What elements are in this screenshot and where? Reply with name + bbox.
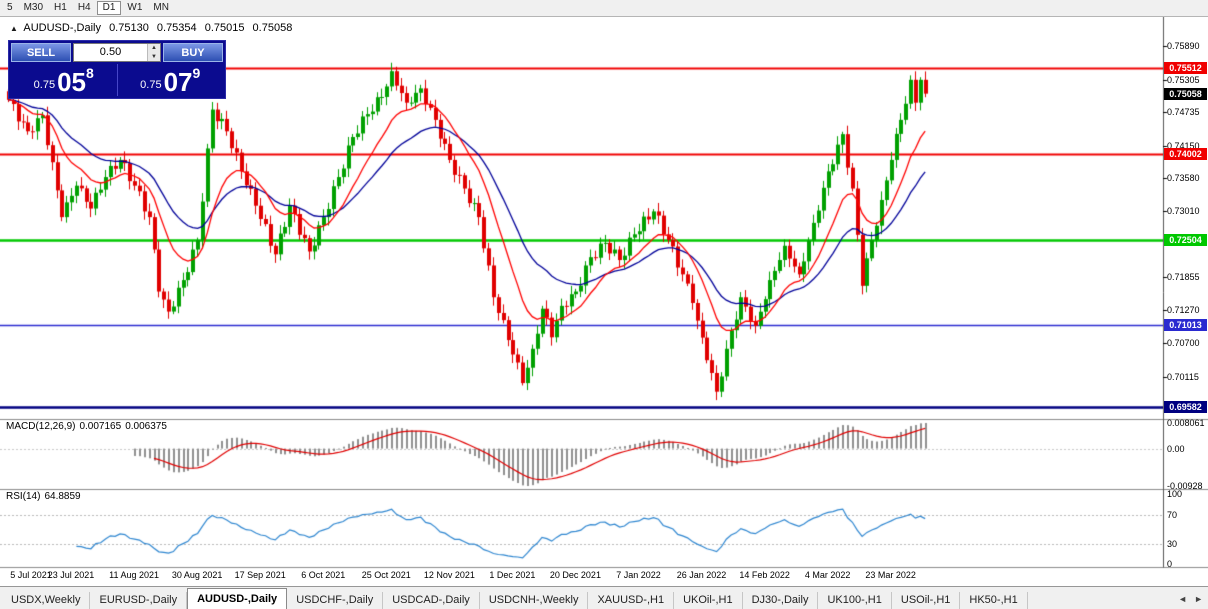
ohlc-open: 0.75130 [109, 22, 149, 34]
date-axis-label: 7 Jan 2022 [616, 570, 661, 580]
tab-usdcnh-weekly[interactable]: USDCNH-,Weekly [480, 592, 589, 609]
tab-scroll-controls: ◄ ► [1178, 594, 1203, 604]
macd-value-signal: 0.006375 [125, 421, 167, 432]
date-axis-label: 1 Dec 2021 [489, 570, 536, 580]
tab-usdx-weekly[interactable]: USDX,Weekly [2, 592, 91, 609]
price-axis-tick: 0.74150 [1167, 140, 1200, 151]
one-click-collapse-icon[interactable]: ▲ [10, 24, 18, 33]
date-axis-label: 17 Sep 2021 [234, 570, 286, 580]
price-level-badge: 0.71013 [1164, 319, 1207, 332]
tab-usoil-h1[interactable]: USOil-,H1 [892, 592, 961, 609]
price-level-badge: 0.72504 [1164, 233, 1207, 246]
timeframe-button-5[interactable]: 5 [7, 2, 13, 13]
macd-title: MACD(12,26,9) [6, 421, 76, 432]
price-axis-tick: 0.74735 [1167, 107, 1200, 118]
macd-scale-min: -0.00928 [1167, 481, 1203, 491]
tab-scroll-right-icon[interactable]: ► [1194, 594, 1203, 604]
price-axis-tick: 0.71270 [1167, 305, 1200, 316]
ohlc-close: 0.75058 [252, 22, 293, 34]
date-axis-label: 11 Aug 2021 [109, 570, 160, 580]
sell-button[interactable]: SELL [11, 43, 71, 62]
tab-audusd-daily[interactable]: AUDUSD-,Daily [187, 588, 288, 609]
date-axis-label: 20 Dec 2021 [549, 570, 601, 580]
chart-symbol-info: ▲ AUDUSD-,Daily 0.75130 0.75354 0.75015 … [10, 22, 297, 34]
tab-ukoil-h1[interactable]: UKOil-,H1 [674, 592, 743, 609]
buy-button[interactable]: BUY [163, 43, 223, 62]
price-level-badge: 0.74002 [1164, 148, 1207, 161]
volume-stepper: ▲ ▼ [147, 44, 160, 61]
price-axis-tick: 0.75890 [1167, 41, 1200, 52]
date-axis-label: 14 Feb 2022 [739, 570, 790, 580]
price-axis-tick: 0.73580 [1167, 173, 1200, 184]
date-axis-label: 23 Mar 2022 [865, 570, 916, 580]
current-price-badge: 0.75058 [1164, 87, 1207, 100]
ohlc-high: 0.75354 [156, 22, 197, 34]
tab-dj30-daily[interactable]: DJ30-,Daily [743, 592, 819, 609]
sell-price-sup: 8 [86, 65, 94, 81]
date-axis-label: 12 Nov 2021 [423, 570, 475, 580]
price-axis-tick: 0.70115 [1167, 371, 1199, 382]
chart-tab-bar: USDX,Weekly EURUSD-,Daily AUDUSD-,Daily USD… [0, 586, 1208, 609]
price-level-badge: 0.69582 [1164, 401, 1207, 413]
tab-xauusd-h1[interactable]: XAUUSD-,H1 [588, 592, 675, 609]
price-axis-tick: 0.71855 [1167, 271, 1200, 282]
ohlc-low: 0.75015 [204, 22, 245, 34]
timeframe-button-mn[interactable]: MN [153, 2, 169, 13]
timeframe-button-h4[interactable]: H4 [77, 2, 91, 13]
date-axis-label: 23 Jul 2021 [47, 570, 95, 580]
rsi-value: 64.8859 [44, 491, 81, 502]
tab-usdchf-daily[interactable]: USDCHF-,Daily [287, 592, 384, 609]
buy-price-display[interactable]: 0.75 07 9 [116, 64, 224, 97]
one-click-trading-panel: SELL 0.50 ▲ ▼ BUY 0.75 05 8 0.75 07 9 [8, 40, 226, 99]
chart-symbol-label: AUDUSD-,Daily [23, 22, 101, 34]
volume-value[interactable]: 0.50 [99, 46, 122, 58]
macd-scale-max: 0.008061 [1167, 418, 1205, 428]
price-level-badge: 0.75512 [1164, 61, 1207, 74]
volume-down-icon[interactable]: ▼ [148, 52, 160, 61]
buy-price-sup: 9 [192, 65, 201, 81]
tab-uk100-h1[interactable]: UK100-,H1 [818, 592, 892, 609]
volume-input[interactable]: 0.50 ▲ ▼ [73, 43, 161, 62]
timeframe-button-d1[interactable]: D1 [96, 1, 122, 15]
date-axis-label: 30 Aug 2021 [171, 570, 223, 580]
price-axis-tick: 0.73010 [1167, 205, 1200, 216]
sell-price-display[interactable]: 0.75 05 8 [11, 64, 117, 96]
buy-price-big: 07 [163, 67, 193, 97]
date-axis-label: 4 Mar 2022 [804, 570, 851, 580]
date-axis-label: 6 Oct 2021 [301, 570, 346, 580]
rsi-scale-70: 70 [1167, 510, 1178, 520]
tab-eurusd-daily[interactable]: EURUSD-,Daily [90, 592, 188, 609]
timeframe-button-h1[interactable]: H1 [54, 2, 67, 13]
tab-hk50-h1[interactable]: HK50-,H1 [960, 592, 1028, 609]
timeframe-toolbar: 5 M30 H1 H4 D1 W1 MN [0, 0, 1208, 17]
macd-label: MACD(12,26,9) 0.007165 0.006375 [6, 421, 171, 432]
date-axis-label: 26 Jan 2022 [676, 570, 727, 580]
sell-price-base: 0.75 [33, 79, 56, 91]
macd-scale-zero: 0.00 [1167, 443, 1185, 454]
sell-price-big: 05 [57, 67, 87, 97]
price-axis-tick: 0.70700 [1167, 338, 1200, 349]
tab-scroll-left-icon[interactable]: ◄ [1178, 594, 1188, 604]
macd-value-main: 0.007165 [79, 421, 122, 432]
rsi-scale-100: 100 [1167, 489, 1183, 499]
timeframe-button-m30[interactable]: M30 [23, 2, 44, 13]
date-axis-label: 5 Jul 2021 [10, 570, 52, 580]
rsi-scale-0: 0 [1167, 559, 1173, 569]
rsi-scale-30: 30 [1167, 539, 1178, 549]
date-axis-label: 25 Oct 2021 [361, 570, 411, 580]
tab-usdcad-daily[interactable]: USDCAD-,Daily [383, 592, 480, 609]
rsi-title: RSI(14) [6, 491, 41, 502]
price-axis-tick: 0.75305 [1167, 74, 1200, 85]
volume-up-icon[interactable]: ▲ [148, 44, 160, 53]
rsi-label: RSI(14) 64.8859 [6, 491, 85, 502]
timeframe-button-w1[interactable]: W1 [127, 2, 143, 13]
buy-price-base: 0.75 [140, 79, 162, 91]
